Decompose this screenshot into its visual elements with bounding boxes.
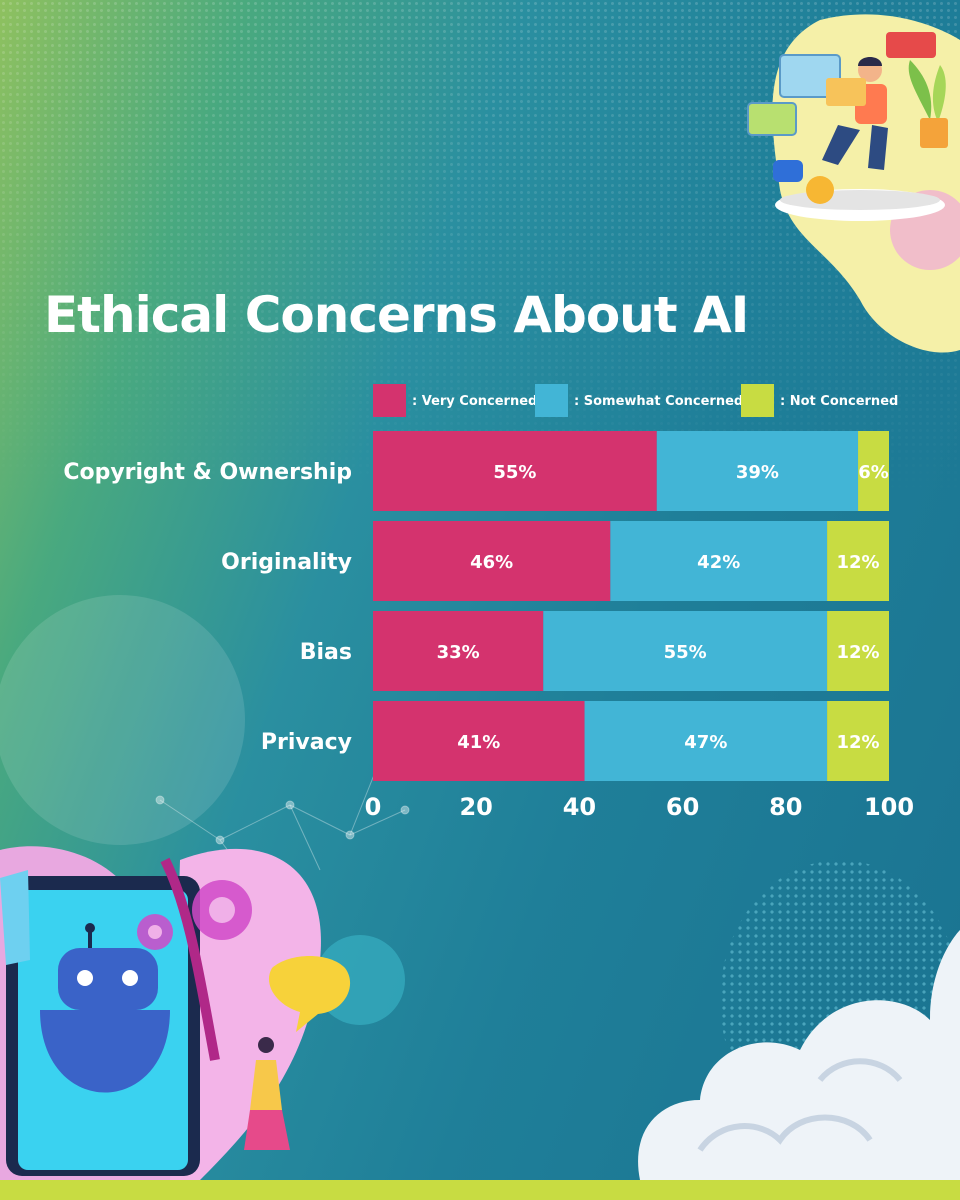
bar-segment <box>610 521 828 601</box>
data-label: 6% <box>858 462 889 483</box>
x-tick-label: 0 <box>365 793 382 821</box>
decorative-circle <box>0 595 245 845</box>
data-label: 55% <box>493 462 536 483</box>
cloud-illustration <box>638 930 960 1180</box>
legend-swatch <box>373 384 406 417</box>
data-label: 42% <box>697 552 740 573</box>
person-laptop-illustration <box>747 14 960 353</box>
category-label: Copyright & Ownership <box>63 460 352 485</box>
bar-segment <box>584 701 828 781</box>
data-label: 12% <box>836 552 879 573</box>
legend-label: : Very Concerned <box>412 394 537 409</box>
legend-swatch <box>535 384 568 417</box>
legend-label: : Not Concerned <box>780 394 898 409</box>
x-tick-label: 100 <box>864 793 914 821</box>
data-label: 39% <box>736 462 779 483</box>
data-label: 41% <box>457 732 500 753</box>
data-label: 12% <box>836 642 879 663</box>
x-tick-label: 80 <box>769 793 802 821</box>
category-label: Bias <box>300 640 352 665</box>
data-label: 46% <box>470 552 513 573</box>
bar-segment <box>827 611 889 691</box>
category-label: Originality <box>221 550 352 575</box>
data-label: 55% <box>664 642 707 663</box>
category-label: Privacy <box>261 730 352 755</box>
data-label: 33% <box>437 642 480 663</box>
bar-segment <box>373 701 585 781</box>
chart-title: Ethical Concerns About AI <box>44 286 749 344</box>
footer-stripe <box>0 1180 960 1200</box>
robot-phone-illustration <box>0 846 405 1180</box>
x-tick-label: 40 <box>563 793 596 821</box>
data-label: 47% <box>684 732 727 753</box>
x-tick-label: 20 <box>459 793 492 821</box>
bar-segment <box>373 611 544 691</box>
bar-segment <box>373 521 611 601</box>
data-label: 12% <box>836 732 879 753</box>
bar-segment <box>827 701 889 781</box>
bar-segment <box>656 431 859 511</box>
bar-segment <box>373 431 657 511</box>
legend-swatch <box>741 384 774 417</box>
bar-segment <box>827 521 889 601</box>
legend-label: : Somewhat Concerned <box>574 394 743 409</box>
bar-segment <box>543 611 828 691</box>
x-tick-label: 60 <box>666 793 699 821</box>
bar-segment <box>858 431 889 511</box>
